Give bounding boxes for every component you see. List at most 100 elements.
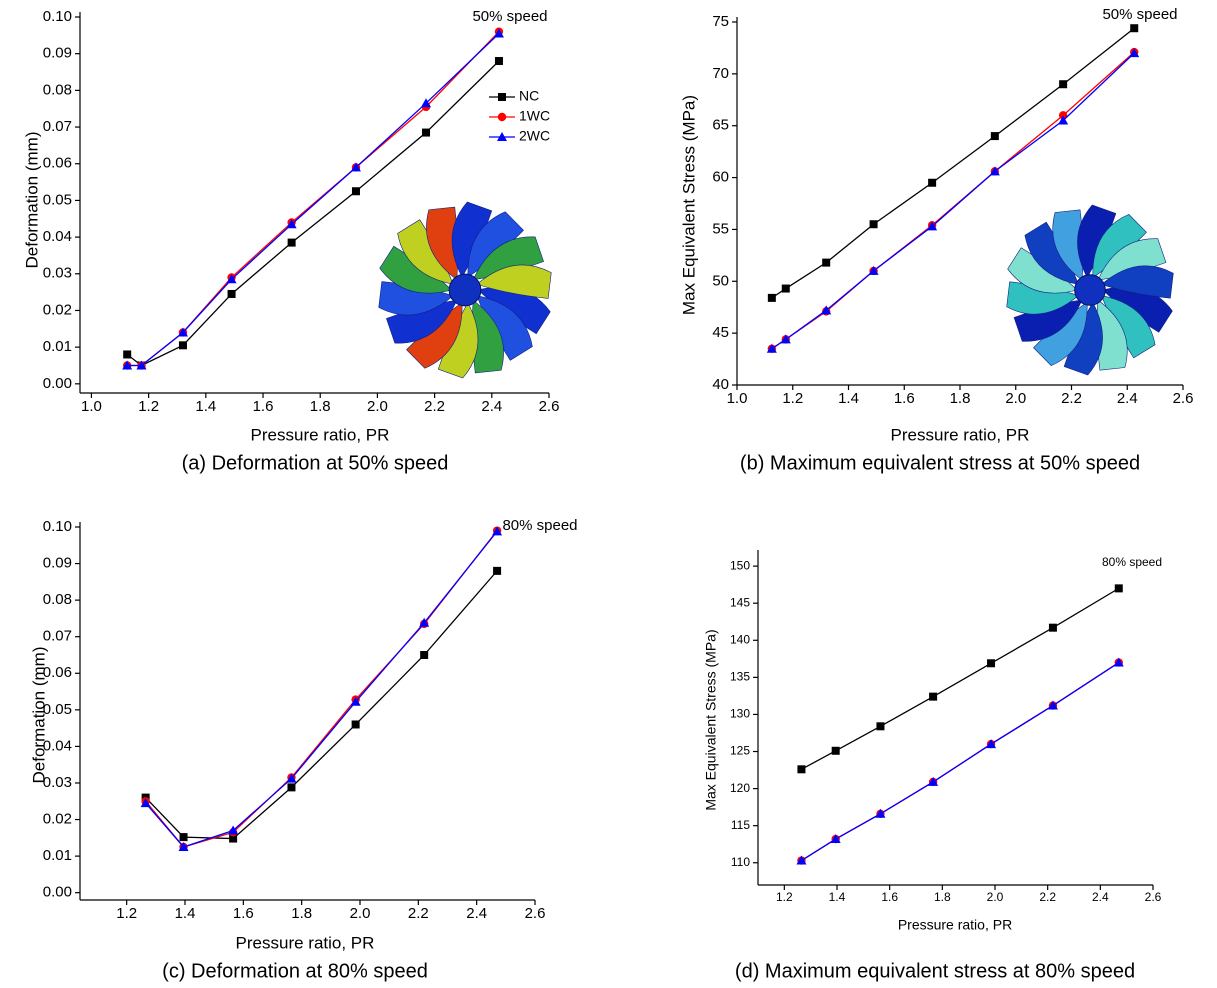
y-tick-label: 0.04 bbox=[43, 737, 72, 754]
y-tick-label: 0.01 bbox=[43, 338, 72, 355]
marker bbox=[796, 855, 807, 865]
y-tick-label: 120 bbox=[730, 781, 750, 795]
marker bbox=[766, 343, 777, 353]
legend-label: 2WC bbox=[519, 128, 550, 144]
x-tick-label: 1.2 bbox=[116, 905, 137, 922]
x-tick-label: 2.2 bbox=[1039, 890, 1056, 904]
x-tick-label: 1.2 bbox=[782, 390, 803, 407]
series-line bbox=[771, 52, 1135, 350]
y-axis-title: Max Equivalent Stress (MPa) bbox=[703, 629, 719, 810]
marker bbox=[876, 722, 885, 731]
impeller-hub bbox=[448, 273, 482, 307]
x-tick-label: 2.6 bbox=[1145, 890, 1162, 904]
marker bbox=[780, 334, 791, 344]
marker bbox=[178, 341, 187, 350]
caption: (b) Maximum equivalent stress at 50% spe… bbox=[740, 452, 1140, 474]
impeller-image bbox=[378, 201, 552, 379]
y-tick-label: 0.07 bbox=[43, 118, 72, 135]
y-tick-label: 115 bbox=[731, 818, 750, 832]
x-tick-label: 2.4 bbox=[1092, 890, 1109, 904]
x-tick-label: 2.0 bbox=[987, 890, 1004, 904]
x-tick-label: 1.6 bbox=[233, 905, 254, 922]
legend-marker bbox=[497, 132, 507, 141]
y-tick-label: 0.09 bbox=[43, 555, 72, 572]
x-tick-label: 1.8 bbox=[291, 905, 312, 922]
y-tick-label: 45 bbox=[712, 324, 729, 341]
x-tick-label: 2.6 bbox=[1173, 390, 1194, 407]
legend-marker bbox=[498, 93, 506, 101]
marker bbox=[928, 776, 939, 786]
marker bbox=[421, 98, 432, 108]
marker bbox=[493, 566, 502, 575]
x-tick-label: 1.6 bbox=[894, 390, 915, 407]
marker bbox=[822, 258, 831, 267]
y-tick-label: 0.00 bbox=[43, 884, 72, 901]
marker bbox=[123, 350, 132, 359]
x-tick-label: 1.8 bbox=[950, 390, 971, 407]
marker bbox=[493, 28, 504, 38]
y-tick-label: 130 bbox=[730, 707, 750, 721]
y-tick-label: 0.00 bbox=[43, 375, 72, 392]
caption: (d) Maximum equivalent stress at 80% spe… bbox=[735, 960, 1135, 982]
x-tick-label: 2.0 bbox=[367, 398, 388, 415]
y-tick-label: 0.02 bbox=[43, 811, 72, 828]
y-tick-label: 135 bbox=[730, 670, 750, 684]
y-axis-title: Deformation (mm) bbox=[29, 647, 48, 784]
y-tick-label: 40 bbox=[712, 376, 729, 393]
y-tick-label: 0.06 bbox=[43, 664, 72, 681]
y-tick-label: 0.08 bbox=[43, 81, 72, 98]
x-tick-label: 2.2 bbox=[408, 905, 429, 922]
x-tick-label: 2.2 bbox=[1061, 390, 1082, 407]
y-tick-label: 60 bbox=[712, 169, 729, 186]
marker bbox=[286, 773, 297, 783]
impeller-blade bbox=[1100, 265, 1174, 299]
marker bbox=[831, 746, 840, 755]
impeller-image bbox=[1006, 204, 1174, 376]
x-tick-label: 2.4 bbox=[466, 905, 487, 922]
marker bbox=[351, 720, 360, 729]
x-tick-label: 1.4 bbox=[195, 398, 216, 415]
marker bbox=[821, 305, 832, 315]
x-tick-label: 1.6 bbox=[881, 890, 898, 904]
series-line bbox=[145, 530, 498, 848]
series-line bbox=[145, 530, 498, 848]
marker bbox=[1059, 80, 1068, 89]
marker bbox=[875, 808, 886, 818]
marker bbox=[228, 825, 239, 835]
marker bbox=[287, 238, 296, 247]
x-tick-label: 1.4 bbox=[829, 890, 846, 904]
marker bbox=[990, 132, 999, 141]
y-tick-label: 145 bbox=[730, 595, 750, 609]
marker bbox=[1130, 24, 1139, 33]
marker bbox=[1129, 48, 1140, 58]
x-tick-label: 2.0 bbox=[350, 905, 371, 922]
marker bbox=[767, 293, 776, 302]
x-tick-label: 2.4 bbox=[481, 398, 502, 415]
x-axis-title: Pressure ratio, PR bbox=[891, 425, 1030, 444]
y-tick-label: 0.01 bbox=[43, 847, 72, 864]
x-tick-label: 1.8 bbox=[934, 890, 951, 904]
y-axis-title: Max Equivalent Stress (MPa) bbox=[679, 95, 698, 315]
marker bbox=[830, 834, 841, 844]
marker bbox=[986, 739, 997, 749]
marker bbox=[229, 834, 238, 843]
y-tick-label: 0.05 bbox=[43, 701, 72, 718]
marker bbox=[494, 57, 503, 66]
y-tick-label: 140 bbox=[730, 632, 750, 646]
marker bbox=[928, 178, 937, 187]
x-tick-label: 1.4 bbox=[838, 390, 859, 407]
y-tick-label: 150 bbox=[730, 558, 750, 572]
marker bbox=[868, 265, 879, 275]
marker bbox=[989, 166, 1000, 176]
y-tick-label: 0.10 bbox=[43, 8, 72, 25]
x-tick-label: 1.0 bbox=[727, 390, 748, 407]
marker bbox=[178, 841, 189, 851]
y-tick-label: 125 bbox=[730, 744, 750, 758]
x-axis-title: Pressure ratio, PR bbox=[251, 425, 390, 444]
series-line bbox=[126, 60, 500, 367]
y-tick-label: 50 bbox=[712, 272, 729, 289]
marker bbox=[987, 659, 996, 668]
x-tick-label: 2.6 bbox=[525, 905, 546, 922]
y-tick-label: 0.08 bbox=[43, 591, 72, 608]
